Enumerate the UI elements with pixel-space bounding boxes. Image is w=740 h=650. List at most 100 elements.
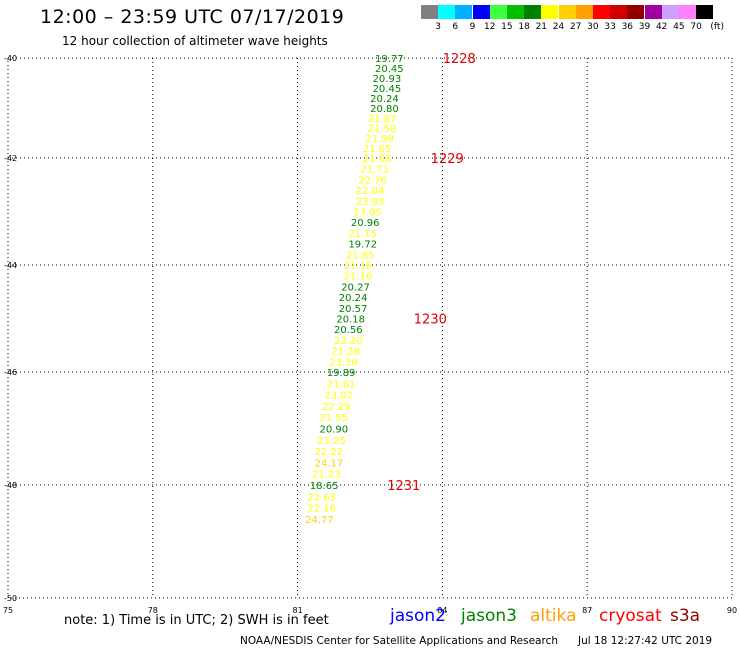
satellite-jason2: jason2	[390, 606, 446, 626]
wave-height-label: 21.58	[368, 124, 397, 135]
wave-height-label: 21.87	[368, 114, 397, 125]
legend-label: 15	[501, 22, 513, 32]
legend-label: 27	[569, 22, 582, 32]
wave-height-label: 23.20	[334, 336, 363, 347]
legend-label: 30	[587, 22, 599, 32]
legend-label: 18	[518, 22, 530, 32]
legend-label: 21	[535, 22, 548, 32]
legend-label: 70	[690, 22, 702, 32]
legend-label: 6	[452, 22, 459, 32]
legend-swatch	[438, 5, 456, 19]
wave-height-label: 20.27	[341, 282, 370, 293]
pass-label: 1230	[414, 313, 447, 328]
legend-swatch	[541, 5, 559, 19]
wave-height-label: 22.63	[307, 492, 336, 503]
wave-height-label: 23.02	[324, 391, 353, 402]
wave-height-label: 19.72	[348, 240, 377, 251]
wave-height-label: 23.05	[353, 208, 382, 219]
legend-swatch	[421, 5, 438, 19]
satellite-s3a: s3a	[670, 606, 701, 626]
wave-height-label: 20.80	[370, 104, 399, 115]
wave-height-label: 23.30	[329, 357, 358, 368]
satellite-jason3: jason3	[461, 606, 517, 626]
legend-swatch	[489, 5, 507, 19]
legend-swatch	[593, 5, 610, 19]
pass-label: 1229	[431, 152, 464, 167]
legend-swatch	[472, 5, 490, 19]
wave-height-label: 21.65	[363, 144, 392, 155]
wave-height-label: 21.23	[312, 470, 341, 481]
wave-height-label: 19.89	[327, 368, 356, 379]
wave-height-label: 22.22	[315, 447, 344, 458]
satellite-cryosat: cryosat	[599, 606, 662, 626]
legend-label: 39	[638, 22, 651, 32]
wave-height-label: 24.77	[305, 515, 334, 526]
wave-height-label: 20.56	[334, 325, 363, 336]
wave-height-label: 21.28	[332, 347, 361, 358]
wave-height-label: 22.29	[322, 402, 351, 413]
chart-subtitle: 12 hour collection of altimeter wave hei…	[62, 34, 328, 48]
y-tick-label: -42	[4, 154, 17, 163]
note-text: note: 1) Time is in UTC; 2) SWH is in fe…	[64, 613, 329, 628]
pass-label: 1231	[387, 479, 420, 494]
legend-label: 24	[552, 22, 565, 32]
legend-swatch	[524, 5, 542, 19]
y-tick-label: -50	[4, 594, 17, 603]
wave-height-label: 20.90	[319, 425, 348, 436]
legend-label: 12	[483, 22, 496, 32]
y-tick-label: -40	[4, 54, 17, 63]
wave-height-label: 21.68	[363, 154, 392, 165]
wave-height-label: 20.24	[370, 94, 399, 105]
legend-swatch	[610, 5, 628, 19]
legend-label: 42	[655, 22, 668, 32]
legend-swatch	[696, 5, 714, 19]
wave-height-label: 21.25	[317, 436, 346, 447]
legend-swatch	[627, 5, 645, 19]
legend-label: 9	[469, 22, 476, 32]
legend-swatch	[644, 5, 662, 19]
legend-swatch	[455, 5, 473, 19]
chart-title: 12:00 – 23:59 UTC 07/17/2019	[40, 6, 345, 28]
pass-label: 1228	[443, 52, 476, 67]
legend-swatch	[679, 5, 696, 19]
wave-height-label: 21.55	[319, 413, 348, 424]
wave-height-label: 21.15	[348, 229, 377, 240]
y-tick-label: -46	[4, 368, 17, 377]
wave-height-label: 20.93	[373, 74, 402, 85]
x-tick-label: 78	[148, 606, 158, 615]
wave-height-label: 21.99	[365, 134, 394, 145]
legend-label: 33	[604, 22, 616, 32]
footer-credit: NOAA/NESDIS Center for Satellite Applica…	[240, 635, 558, 647]
legend-label: 36	[621, 22, 634, 32]
wave-height-label: 24.17	[315, 458, 344, 469]
wave-height-label: 19.77	[375, 54, 404, 65]
wave-height-label: 20.96	[351, 218, 380, 229]
legend-label: 45	[673, 22, 685, 32]
wave-height-label: 21.16	[344, 272, 373, 283]
wave-height-label: 20.57	[339, 304, 368, 315]
wave-height-label: 20.24	[339, 293, 368, 304]
satellite-altika: altika	[530, 606, 577, 626]
x-tick-label: 81	[293, 606, 303, 615]
wave-height-label: 20.45	[375, 64, 404, 75]
wave-height-label: 22.76	[358, 175, 387, 186]
wave-height-label: 21.85	[346, 250, 375, 261]
y-tick-label: -48	[4, 481, 17, 490]
wave-height-label: 22.16	[307, 504, 336, 515]
legend-swatch	[558, 5, 576, 19]
wave-height-label: 21.61	[327, 379, 356, 390]
x-tick-label: 84	[437, 606, 447, 615]
wave-height-label: 18.65	[310, 481, 339, 492]
x-tick-label: 75	[3, 606, 13, 615]
footer-timestamp: Jul 18 12:27:42 UTC 2019	[578, 635, 713, 647]
wave-height-label: 22.04	[356, 186, 385, 197]
legend-unit: (ft)	[710, 22, 724, 32]
x-tick-label: 87	[582, 606, 592, 615]
wave-height-label: 20.45	[373, 84, 402, 95]
wave-height-label: 21.71	[361, 165, 390, 176]
x-tick-label: 90	[727, 606, 737, 615]
y-tick-label: -44	[4, 261, 17, 270]
legend-swatch	[507, 5, 524, 19]
legend-label: 3	[435, 22, 441, 32]
